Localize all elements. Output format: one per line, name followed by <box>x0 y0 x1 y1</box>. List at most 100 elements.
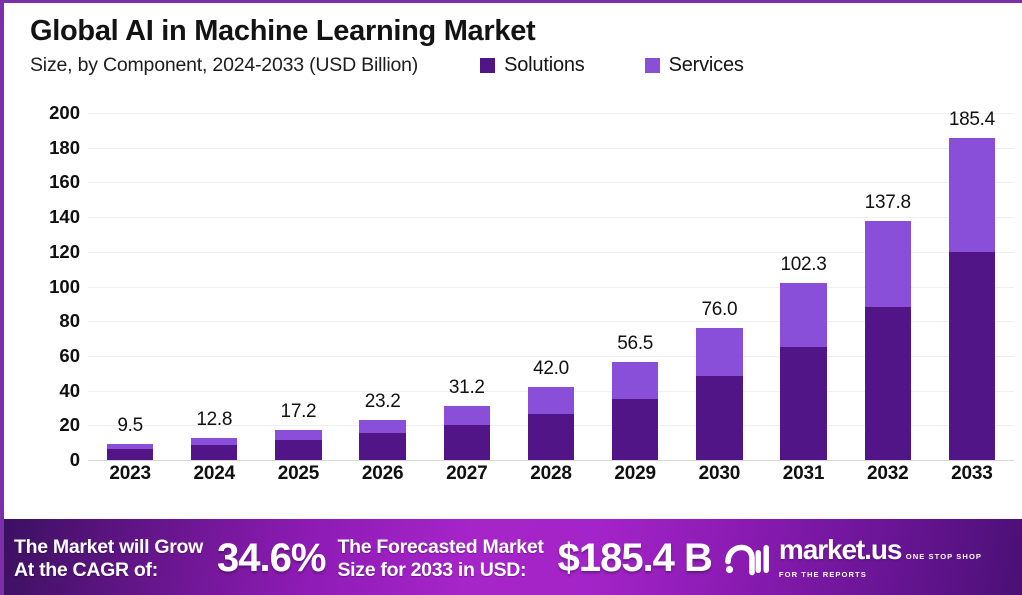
bar-segment-solutions[interactable] <box>780 346 827 460</box>
bar-stack <box>948 138 996 460</box>
bar-segment-services[interactable] <box>106 443 154 450</box>
market-us-logo[interactable]: market.us ONE STOP SHOP FOR THE REPORTS <box>724 535 998 582</box>
bar-stack <box>696 328 743 460</box>
legend-item-services: Services <box>644 54 744 77</box>
bar-segment-solutions[interactable] <box>191 445 238 460</box>
x-axis-tick-label: 2031 <box>782 463 825 484</box>
x-axis-line <box>88 460 1014 461</box>
logo-tagline: ONE STOP SHOP FOR THE REPORTS <box>778 551 982 579</box>
bar-value-label: 76.0 <box>701 299 738 321</box>
subtitle-legend-row: Size, by Component, 2024-2033 (USD Billi… <box>30 54 1008 77</box>
chart-legend: Solutions Services <box>480 54 744 77</box>
bar-stack <box>443 405 490 460</box>
bar-group[interactable]: 42.0 <box>527 113 575 460</box>
bar-stack <box>359 419 406 460</box>
y-axis-tick-label: 40 <box>59 379 80 401</box>
bar-group[interactable]: 12.8 <box>191 113 238 460</box>
legend-swatch-services <box>644 58 660 73</box>
x-axis-tick-label: 2023 <box>109 463 151 484</box>
bar-value-label: 12.8 <box>196 408 233 430</box>
forecast-label-line2: Size for 2033 in USD: <box>337 558 527 581</box>
legend-swatch-solutions <box>480 58 496 73</box>
bar-segment-services[interactable] <box>696 328 743 376</box>
chart-subtitle: Size, by Component, 2024-2033 (USD Billi… <box>30 54 419 76</box>
bar-stack <box>780 282 827 460</box>
cagr-value: 34.6% <box>217 536 326 580</box>
y-axis-tick-label: 180 <box>49 136 80 158</box>
cagr-label: The Market will Grow At the CAGR of: <box>14 536 203 582</box>
bar-group[interactable]: 17.2 <box>275 113 322 460</box>
bar-segment-solutions[interactable] <box>359 433 406 460</box>
x-axis-tick-label: 2028 <box>530 463 572 484</box>
bar-segment-solutions[interactable] <box>275 440 322 460</box>
cagr-block: The Market will Grow At the CAGR of: 34.… <box>14 536 337 582</box>
grid-line <box>88 217 1014 219</box>
grid-line <box>88 113 1014 114</box>
forecast-label-line1: The Forecasted Market <box>337 535 544 558</box>
chart-header: Global AI in Machine Learning Market Siz… <box>30 13 1008 91</box>
bar-value-label: 185.4 <box>948 109 995 131</box>
bar-value-label: 102.3 <box>780 253 827 275</box>
legend-label-services: Services <box>668 54 744 76</box>
bar-segment-solutions[interactable] <box>527 413 575 460</box>
bar-group[interactable]: 185.4 <box>948 109 996 460</box>
bar-segment-solutions[interactable] <box>612 398 659 460</box>
x-axis-tick-label: 2033 <box>951 463 993 484</box>
y-axis-tick-label: 20 <box>59 414 80 436</box>
bar-segment-services[interactable] <box>948 138 996 252</box>
bar-stack <box>612 361 659 460</box>
bar-segment-solutions[interactable] <box>106 449 154 460</box>
bar-stack <box>191 437 238 460</box>
bar-value-label: 9.5 <box>117 414 143 436</box>
bar-segment-services[interactable] <box>864 220 911 307</box>
bar-value-label: 42.0 <box>533 358 569 380</box>
bar-segment-solutions[interactable] <box>443 424 490 460</box>
forecast-value: $185.4 B <box>557 536 713 580</box>
bar-group[interactable]: 76.0 <box>696 113 743 460</box>
cagr-label-line2: At the CAGR of: <box>14 558 158 581</box>
y-axis-tick-label: 120 <box>49 240 80 262</box>
grid-line <box>88 147 1014 149</box>
bar-chart-logo-icon <box>724 541 770 577</box>
bar-segment-services[interactable] <box>612 361 659 399</box>
y-axis-tick-label: 0 <box>69 449 80 470</box>
x-axis-tick-label: 2032 <box>866 463 909 484</box>
y-axis-tick-label: 200 <box>49 102 80 123</box>
logo-text-block: market.us ONE STOP SHOP FOR THE REPORTS <box>778 535 998 582</box>
bar-group[interactable]: 102.3 <box>780 113 827 460</box>
bar-value-label: 17.2 <box>280 401 317 423</box>
grid-line <box>88 182 1014 184</box>
y-axis-tick-label: 100 <box>49 275 80 297</box>
bar-stack <box>527 387 575 460</box>
bar-value-label: 23.2 <box>364 390 401 412</box>
bar-group[interactable]: 9.5 <box>106 113 154 460</box>
bar-segment-services[interactable] <box>191 437 238 446</box>
bar-value-label: 137.8 <box>864 191 911 213</box>
bar-segment-services[interactable] <box>527 387 575 414</box>
bar-segment-solutions[interactable] <box>864 306 911 460</box>
bar-segment-services[interactable] <box>780 282 827 347</box>
x-axis-tick-label: 2029 <box>614 463 656 484</box>
bar-segment-services[interactable] <box>359 419 406 434</box>
bar-segment-solutions[interactable] <box>696 375 743 460</box>
y-axis-tick-label: 80 <box>59 310 80 332</box>
page-title: Global AI in Machine Learning Market <box>30 15 536 47</box>
bar-stack <box>106 443 154 460</box>
bar-segment-services[interactable] <box>275 430 322 441</box>
bar-stack <box>275 430 322 460</box>
bar-group[interactable]: 137.8 <box>864 113 911 460</box>
bar-segment-services[interactable] <box>443 405 490 425</box>
x-axis-ticks: 2023 2024 2025 2026 2027 2028 2029 2030 2031 2032… <box>88 463 1014 493</box>
bar-group[interactable]: 56.5 <box>612 113 659 460</box>
bar-group[interactable]: 23.2 <box>359 113 406 460</box>
grid-line <box>88 355 1014 357</box>
forecast-label: The Forecasted Market Size for 2033 in U… <box>337 536 543 582</box>
y-axis-ticks: 0 20 40 60 80 100 120 140 160 180 200 <box>4 99 80 514</box>
y-axis-tick-label: 160 <box>49 171 80 193</box>
bar-group[interactable]: 31.2 <box>443 113 490 460</box>
bar-segment-solutions[interactable] <box>948 251 996 460</box>
bar-stack <box>864 220 911 460</box>
legend-item-solutions: Solutions <box>480 54 585 77</box>
y-axis-tick-label: 60 <box>59 344 80 366</box>
